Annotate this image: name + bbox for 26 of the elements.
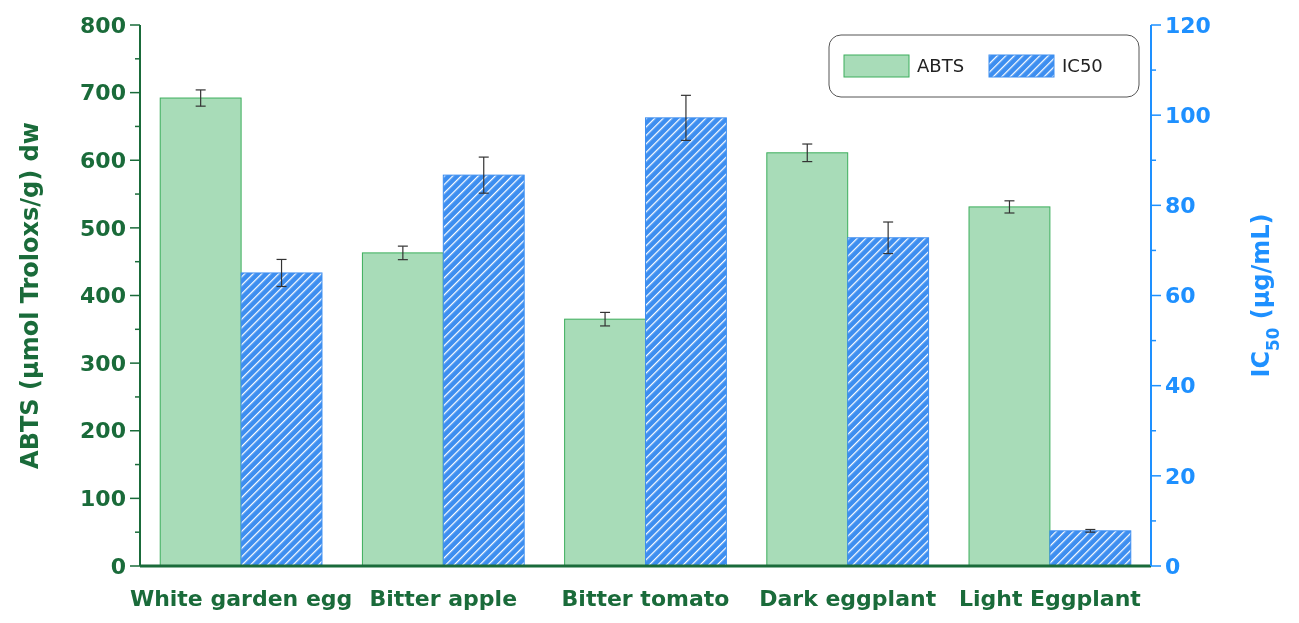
y2-tick-label: 20 bbox=[1165, 463, 1196, 489]
x-tick-label: Dark eggplant bbox=[759, 586, 937, 611]
x-tick-label: Light Eggplant bbox=[958, 586, 1142, 611]
legend-label: ABTS bbox=[917, 55, 965, 77]
y-tick-label: 0 bbox=[110, 553, 126, 579]
y-tick-label: 100 bbox=[80, 486, 126, 512]
y-axis-title: ABTS (µmol Troloxs/g) dw bbox=[16, 122, 44, 469]
y-tick-label: 200 bbox=[80, 418, 126, 444]
y2-tick-label: 0 bbox=[1165, 553, 1181, 579]
x-tick-label: Bitter apple bbox=[369, 586, 518, 611]
y-tick-label: 300 bbox=[80, 350, 126, 376]
y2-tick-label: 60 bbox=[1165, 283, 1196, 309]
y-tick-label: 600 bbox=[80, 147, 126, 173]
x-tick-label: White garden egg bbox=[129, 586, 353, 611]
y-tick-label: 700 bbox=[80, 80, 126, 106]
bar bbox=[1049, 530, 1132, 567]
y2-tick-label: 40 bbox=[1165, 373, 1196, 399]
y-tick-label: 400 bbox=[80, 283, 126, 309]
y2-tick-label: 80 bbox=[1165, 193, 1196, 219]
legend-label: IC50 bbox=[1062, 55, 1103, 77]
x-tick-label: Bitter tomato bbox=[561, 586, 730, 611]
y2-tick-label: 100 bbox=[1165, 102, 1211, 128]
y2-tick-label: 120 bbox=[1165, 12, 1211, 38]
y-tick-label: 500 bbox=[80, 215, 126, 241]
bar bbox=[968, 206, 1051, 567]
y-tick-label: 800 bbox=[80, 12, 126, 38]
